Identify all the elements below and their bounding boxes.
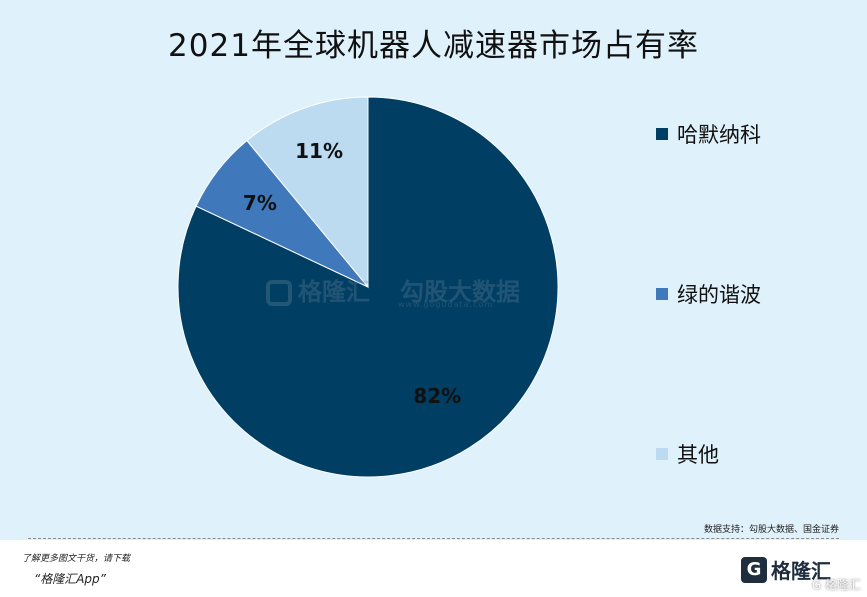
legend-swatch bbox=[656, 288, 668, 300]
promo-line-1: 了解更多图文干货，请下载 bbox=[22, 554, 131, 564]
legend-label: 其他 bbox=[677, 443, 719, 467]
chart-panel: 2021年全球机器人减速器市场占有率 82% 7% 11% 格隆汇 勾股大数据 www… bbox=[0, 0, 867, 540]
brand-name: 格隆汇 bbox=[771, 559, 831, 583]
pie-label-other: 11% bbox=[295, 139, 343, 163]
watermark-url: www.gogudata.com bbox=[398, 300, 494, 309]
legend-item-harmonic: 哈默纳科 bbox=[656, 119, 761, 149]
brand-logo-icon: G bbox=[741, 556, 767, 583]
footer-divider bbox=[28, 538, 839, 539]
data-source: 数据支持：勾股大数据、国金证券 bbox=[703, 525, 839, 535]
promo-line-2: “格隆汇App” bbox=[34, 572, 106, 586]
legend-label: 绿的谐波 bbox=[677, 283, 761, 307]
watermark: 格隆汇 勾股大数据 www.gogudata.com bbox=[266, 272, 520, 309]
legend-item-other: 其他 bbox=[656, 439, 719, 469]
legend-swatch bbox=[656, 448, 668, 460]
watermark-logo-icon bbox=[266, 280, 292, 306]
chart-title: 2021年全球机器人减速器市场占有率 bbox=[168, 28, 699, 64]
legend-item-leaderdrive: 绿的谐波 bbox=[656, 279, 761, 309]
pie-chart: 82% 7% 11% bbox=[177, 96, 559, 478]
pie-label-leaderdrive: 7% bbox=[243, 191, 277, 215]
watermark-brand: 格隆汇 bbox=[298, 278, 370, 306]
legend-swatch bbox=[656, 128, 668, 140]
legend-label: 哈默纳科 bbox=[677, 123, 761, 147]
brand: G 格隆汇 bbox=[741, 555, 831, 584]
watermark-sub: 勾股大数据 bbox=[400, 278, 520, 306]
pie-label-harmonic: 82% bbox=[413, 384, 461, 408]
corner-watermark: G 格隆汇 bbox=[811, 578, 861, 592]
pie-slice-other bbox=[246, 96, 369, 289]
